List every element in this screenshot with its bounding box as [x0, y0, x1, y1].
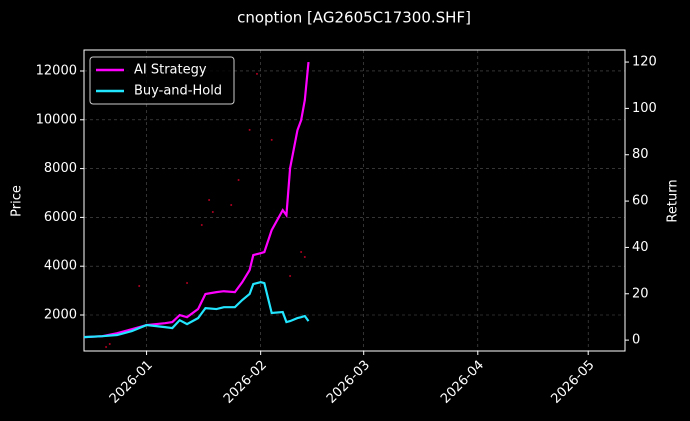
x-tick-label: 2026-02	[221, 358, 270, 407]
price-point	[300, 250, 303, 253]
y2-tick-label: 20	[632, 286, 649, 301]
price-point	[211, 210, 214, 213]
x-tick-label: 2026-01	[107, 358, 156, 407]
y-tick-label: 12000	[36, 63, 77, 78]
y2-tick-label: 120	[632, 55, 657, 70]
y2-axis-label: Return	[666, 179, 681, 222]
price-point	[108, 343, 111, 346]
price-point	[248, 128, 251, 131]
price-point	[186, 281, 189, 284]
x-tick-label: 2026-05	[548, 358, 597, 407]
y2-tick-label: 60	[632, 194, 649, 209]
plot-frame	[83, 49, 626, 352]
y2-tick-label: 100	[632, 101, 657, 116]
legend-label: AI Strategy	[134, 63, 207, 78]
y-tick-label: 4000	[44, 259, 77, 274]
y-axis-label: Price	[10, 185, 25, 217]
y-tick-label: 8000	[44, 161, 77, 176]
price-point	[105, 346, 108, 349]
price-point	[255, 72, 258, 75]
x-tick-label: 2026-04	[438, 358, 487, 407]
price-point	[303, 255, 306, 258]
series-line	[83, 281, 310, 339]
y2-tick-label: 80	[632, 147, 649, 162]
chart-title: cnoption [AG2605C17300.SHF]	[237, 9, 471, 27]
price-point	[138, 284, 141, 287]
y2-tick-label: 0	[632, 333, 640, 348]
price-point	[230, 203, 233, 206]
series-line	[83, 61, 310, 339]
y2-tick-label: 40	[632, 240, 649, 255]
y-tick-label: 6000	[44, 210, 77, 225]
price-point	[237, 178, 240, 181]
y-tick-label: 10000	[36, 112, 77, 127]
price-point	[208, 198, 211, 201]
legend-box	[89, 56, 235, 105]
y-tick-label: 2000	[44, 308, 77, 323]
price-point	[289, 274, 292, 277]
legend: AI Strategy Buy-and-Hold	[89, 56, 235, 105]
legend-label: Buy-and-Hold	[134, 84, 222, 99]
price-point	[270, 138, 273, 141]
x-tick-label: 2026-03	[324, 358, 373, 407]
price-point	[200, 223, 203, 226]
